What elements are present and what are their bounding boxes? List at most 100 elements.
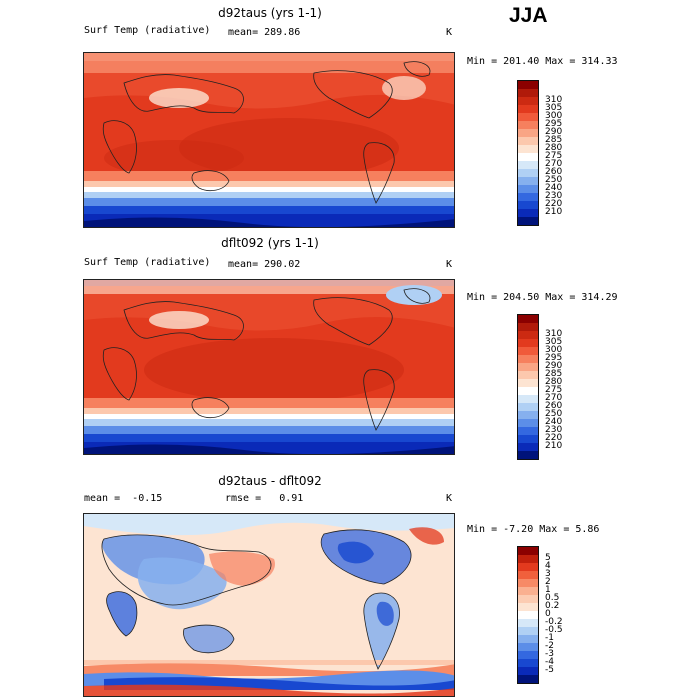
colorbar-tick-label: -3: [545, 649, 554, 659]
colorbar-swatch: [518, 315, 538, 323]
colorbar-tick-label: 285: [545, 369, 563, 379]
colorbar-tick-label: 285: [545, 135, 563, 145]
map-plot: [83, 52, 455, 228]
colorbar-swatch: [518, 201, 538, 209]
mean-label: mean= 290.02: [228, 259, 301, 270]
colorbar-swatch: [518, 105, 538, 113]
colorbar-swatch: [518, 555, 538, 563]
colorbar: [517, 314, 539, 460]
colorbar-tick-label: 4: [545, 561, 551, 571]
colorbar-tick-label: 290: [545, 127, 563, 137]
colorbar: [517, 546, 539, 684]
colorbar-swatch: [518, 595, 538, 603]
variable-label: Surf Temp (radiative): [84, 257, 211, 268]
colorbar-tick-label: 3: [545, 569, 551, 579]
mean-label: mean = -0.15: [84, 493, 163, 504]
colorbar-swatch: [518, 355, 538, 363]
colorbar: [517, 80, 539, 226]
units-label: K: [446, 259, 453, 270]
colorbar-swatch: [518, 153, 538, 161]
colorbar-tick-label: 250: [545, 175, 563, 185]
colorbar-swatch: [518, 193, 538, 201]
colorbar-tick-label: 300: [545, 345, 563, 355]
colorbar-swatch: [518, 323, 538, 331]
colorbar-swatch: [518, 627, 538, 635]
colorbar-tick-label: 270: [545, 159, 563, 169]
colorbar-tick-label: 290: [545, 361, 563, 371]
colorbar-tick-label: -2: [545, 641, 554, 651]
colorbar-swatch: [518, 209, 538, 217]
colorbar-swatch: [518, 403, 538, 411]
colorbar-swatch: [518, 113, 538, 121]
colorbar-tick-label: 310: [545, 329, 563, 339]
panel-title: dflt092 (yrs 1-1): [221, 236, 319, 250]
colorbar-swatch: [518, 129, 538, 137]
colorbar-swatch: [518, 161, 538, 169]
colorbar-swatch: [518, 177, 538, 185]
colorbar-tick-label: 295: [545, 119, 563, 129]
colorbar-swatch: [518, 89, 538, 97]
colorbar-swatch: [518, 603, 538, 611]
colorbar-tick-label: -1: [545, 633, 554, 643]
colorbar-swatch: [518, 379, 538, 387]
colorbar-swatch: [518, 217, 538, 225]
mean-value: 290.02: [264, 259, 301, 270]
colorbar-swatch: [518, 185, 538, 193]
variable-label: Surf Temp (radiative): [84, 25, 211, 36]
colorbar-tick-label: 220: [545, 433, 563, 443]
units-label: K: [446, 27, 453, 38]
colorbar-tick-label: 295: [545, 353, 563, 363]
colorbar-swatch: [518, 563, 538, 571]
colorbar-tick-label: 300: [545, 111, 563, 121]
colorbar-swatch: [518, 635, 538, 643]
colorbar-tick-label: 250: [545, 409, 563, 419]
rmse-label: rmse = 0.91: [225, 493, 304, 504]
colorbar-tick-label: 260: [545, 167, 563, 177]
minmax-label: Min = 201.40 Max = 314.33: [467, 56, 618, 67]
colorbar-tick-label: 230: [545, 425, 563, 435]
colorbar-tick-label: 280: [545, 377, 563, 387]
colorbar-tick-label: 270: [545, 393, 563, 403]
panel-title: d92taus - dflt092: [218, 474, 322, 488]
colorbar-swatch: [518, 363, 538, 371]
colorbar-tick-label: 230: [545, 191, 563, 201]
map-plot: [83, 513, 455, 697]
colorbar-tick-label: 275: [545, 151, 563, 161]
colorbar-swatch: [518, 587, 538, 595]
colorbar-tick-label: -0.5: [545, 625, 563, 635]
colorbar-tick-label: 210: [545, 207, 563, 217]
colorbar-swatch: [518, 347, 538, 355]
colorbar-swatch: [518, 451, 538, 459]
colorbar-swatch: [518, 411, 538, 419]
colorbar-swatch: [518, 395, 538, 403]
colorbar-swatch: [518, 427, 538, 435]
minmax-label: Min = -7.20 Max = 5.86: [467, 524, 600, 535]
colorbar-swatch: [518, 619, 538, 627]
season-label: JJA: [509, 4, 548, 27]
colorbar-swatch: [518, 643, 538, 651]
colorbar-swatch: [518, 121, 538, 129]
colorbar-swatch: [518, 435, 538, 443]
colorbar-swatch: [518, 675, 538, 683]
colorbar-tick-label: 310: [545, 95, 563, 105]
colorbar-tick-label: 5: [545, 553, 551, 563]
colorbar-tick-label: 280: [545, 143, 563, 153]
colorbar-swatch: [518, 331, 538, 339]
colorbar-tick-label: 240: [545, 417, 563, 427]
colorbar-tick-label: 0.2: [545, 601, 560, 611]
colorbar-swatch: [518, 571, 538, 579]
colorbar-tick-label: 0: [545, 609, 551, 619]
colorbar-tick-label: -4: [545, 657, 554, 667]
colorbar-swatch: [518, 81, 538, 89]
colorbar-swatch: [518, 651, 538, 659]
colorbar-tick-label: 210: [545, 441, 563, 451]
colorbar-swatch: [518, 137, 538, 145]
colorbar-tick-label: 305: [545, 103, 563, 113]
colorbar-tick-label: 1: [545, 585, 551, 595]
colorbar-tick-label: -0.2: [545, 617, 563, 627]
colorbar-tick-label: 0.5: [545, 593, 560, 603]
colorbar-tick-label: 275: [545, 385, 563, 395]
colorbar-swatch: [518, 547, 538, 555]
colorbar-tick-label: 240: [545, 183, 563, 193]
colorbar-tick-label: 220: [545, 199, 563, 209]
